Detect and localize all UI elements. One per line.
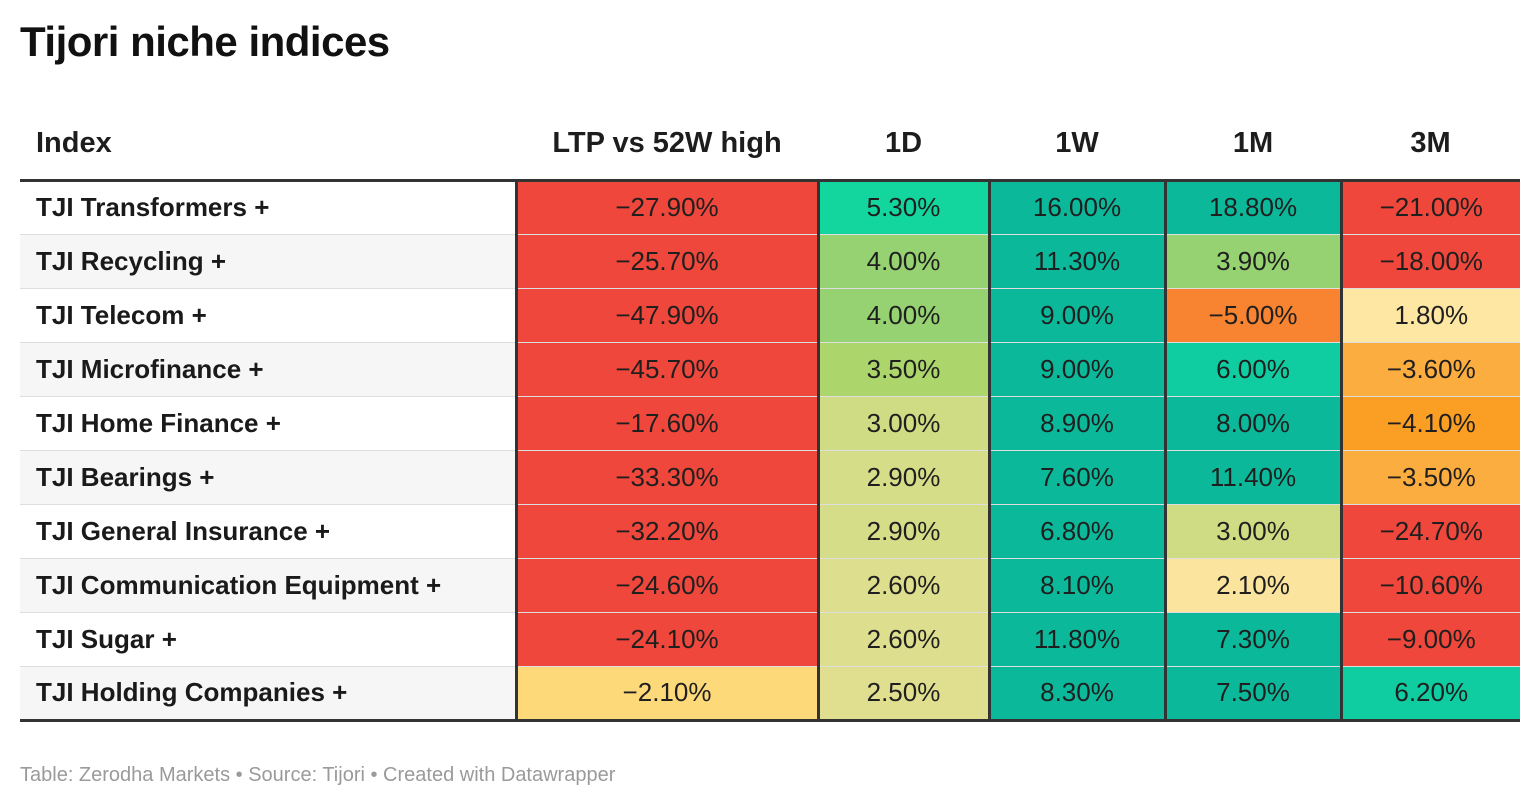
indices-table: Index LTP vs 52W high 1D 1W 1M 3M TJI Tr… bbox=[20, 108, 1520, 722]
index-name-cell: TJI Telecom + bbox=[20, 288, 516, 343]
value-cell-1m: −5.00% bbox=[1163, 288, 1341, 343]
value-cell-1m: 7.30% bbox=[1163, 612, 1341, 667]
index-name-cell: TJI Communication Equipment + bbox=[20, 558, 516, 613]
value-cell-1d: 4.00% bbox=[816, 288, 989, 343]
table-row: TJI Home Finance + −17.60% 3.00% 8.90% 8.00%… bbox=[20, 396, 1520, 451]
value-cell-ltp-vs-52w-high: −17.60% bbox=[514, 396, 818, 451]
value-cell-1d: 2.90% bbox=[816, 504, 989, 559]
table-row: TJI Sugar + −24.10% 2.60% 11.80% 7.30% −9.00% bbox=[20, 612, 1520, 667]
index-name-cell: TJI Recycling + bbox=[20, 234, 516, 289]
value-cell-3m: 1.80% bbox=[1339, 288, 1520, 343]
value-cell-ltp-vs-52w-high: −32.20% bbox=[514, 504, 818, 559]
index-name-cell: TJI Sugar + bbox=[20, 612, 516, 667]
column-header-ltp-vs-52w-high[interactable]: LTP vs 52W high bbox=[516, 108, 818, 182]
value-cell-ltp-vs-52w-high: −2.10% bbox=[514, 666, 818, 722]
table-row: TJI Communication Equipment + −24.60% 2.60… bbox=[20, 558, 1520, 613]
source-footer: Table: Zerodha Markets • Source: Tijori … bbox=[20, 764, 616, 786]
value-cell-1m: 3.90% bbox=[1163, 234, 1341, 289]
table-row: TJI Recycling + −25.70% 4.00% 11.30% 3.90% −1… bbox=[20, 234, 1520, 289]
column-header-1d[interactable]: 1D bbox=[818, 108, 989, 182]
index-name-cell: TJI Bearings + bbox=[20, 450, 516, 505]
index-name-cell: TJI Transformers + bbox=[20, 180, 516, 235]
value-cell-1w: 16.00% bbox=[987, 180, 1165, 235]
column-header-1w[interactable]: 1W bbox=[989, 108, 1165, 182]
value-cell-3m: −3.60% bbox=[1339, 342, 1520, 397]
value-cell-1m: 7.50% bbox=[1163, 666, 1341, 722]
table-header-row: Index LTP vs 52W high 1D 1W 1M 3M bbox=[20, 108, 1520, 182]
value-cell-ltp-vs-52w-high: −24.10% bbox=[514, 612, 818, 667]
value-cell-1m: 8.00% bbox=[1163, 396, 1341, 451]
table-row: TJI General Insurance + −32.20% 2.90% 6.80%… bbox=[20, 504, 1520, 559]
value-cell-1m: 11.40% bbox=[1163, 450, 1341, 505]
value-cell-ltp-vs-52w-high: −45.70% bbox=[514, 342, 818, 397]
value-cell-1w: 9.00% bbox=[987, 342, 1165, 397]
value-cell-1d: 4.00% bbox=[816, 234, 989, 289]
table-body: TJI Transformers + −27.90% 5.30% 16.00% 18.8… bbox=[20, 180, 1520, 722]
value-cell-1w: 7.60% bbox=[987, 450, 1165, 505]
value-cell-1m: 3.00% bbox=[1163, 504, 1341, 559]
value-cell-1d: 2.60% bbox=[816, 558, 989, 613]
value-cell-1d: 5.30% bbox=[816, 180, 989, 235]
value-cell-ltp-vs-52w-high: −25.70% bbox=[514, 234, 818, 289]
table-row: TJI Telecom + −47.90% 4.00% 9.00% −5.00% 1.80… bbox=[20, 288, 1520, 343]
table-row: TJI Transformers + −27.90% 5.30% 16.00% 18.8… bbox=[20, 180, 1520, 235]
column-header-1m[interactable]: 1M bbox=[1165, 108, 1341, 182]
value-cell-ltp-vs-52w-high: −47.90% bbox=[514, 288, 818, 343]
value-cell-ltp-vs-52w-high: −27.90% bbox=[514, 180, 818, 235]
value-cell-1w: 8.90% bbox=[987, 396, 1165, 451]
table-row: TJI Bearings + −33.30% 2.90% 7.60% 11.40% −3.… bbox=[20, 450, 1520, 505]
column-header-index[interactable]: Index bbox=[20, 108, 516, 182]
value-cell-3m: −18.00% bbox=[1339, 234, 1520, 289]
value-cell-1d: 3.50% bbox=[816, 342, 989, 397]
value-cell-3m: 6.20% bbox=[1339, 666, 1520, 722]
value-cell-1d: 3.00% bbox=[816, 396, 989, 451]
value-cell-3m: −9.00% bbox=[1339, 612, 1520, 667]
value-cell-1m: 18.80% bbox=[1163, 180, 1341, 235]
table-row: TJI Holding Companies + −2.10% 2.50% 8.30% 7… bbox=[20, 666, 1520, 722]
value-cell-3m: −3.50% bbox=[1339, 450, 1520, 505]
value-cell-3m: −24.70% bbox=[1339, 504, 1520, 559]
index-name-cell: TJI Holding Companies + bbox=[20, 666, 516, 722]
value-cell-1w: 9.00% bbox=[987, 288, 1165, 343]
index-name-cell: TJI Home Finance + bbox=[20, 396, 516, 451]
value-cell-1w: 8.30% bbox=[987, 666, 1165, 722]
value-cell-1w: 6.80% bbox=[987, 504, 1165, 559]
index-name-cell: TJI Microfinance + bbox=[20, 342, 516, 397]
value-cell-ltp-vs-52w-high: −24.60% bbox=[514, 558, 818, 613]
value-cell-ltp-vs-52w-high: −33.30% bbox=[514, 450, 818, 505]
column-header-3m[interactable]: 3M bbox=[1341, 108, 1520, 182]
value-cell-1w: 11.30% bbox=[987, 234, 1165, 289]
value-cell-1m: 6.00% bbox=[1163, 342, 1341, 397]
value-cell-3m: −4.10% bbox=[1339, 396, 1520, 451]
value-cell-1w: 11.80% bbox=[987, 612, 1165, 667]
value-cell-1d: 2.60% bbox=[816, 612, 989, 667]
table-row: TJI Microfinance + −45.70% 3.50% 9.00% 6.00%… bbox=[20, 342, 1520, 397]
indices-table-wrapper: Index LTP vs 52W high 1D 1W 1M 3M TJI Tr… bbox=[20, 108, 1520, 722]
value-cell-1d: 2.50% bbox=[816, 666, 989, 722]
chart-title: Tijori niche indices bbox=[20, 18, 390, 65]
value-cell-3m: −10.60% bbox=[1339, 558, 1520, 613]
value-cell-1m: 2.10% bbox=[1163, 558, 1341, 613]
index-name-cell: TJI General Insurance + bbox=[20, 504, 516, 559]
value-cell-1w: 8.10% bbox=[987, 558, 1165, 613]
value-cell-1d: 2.90% bbox=[816, 450, 989, 505]
value-cell-3m: −21.00% bbox=[1339, 180, 1520, 235]
